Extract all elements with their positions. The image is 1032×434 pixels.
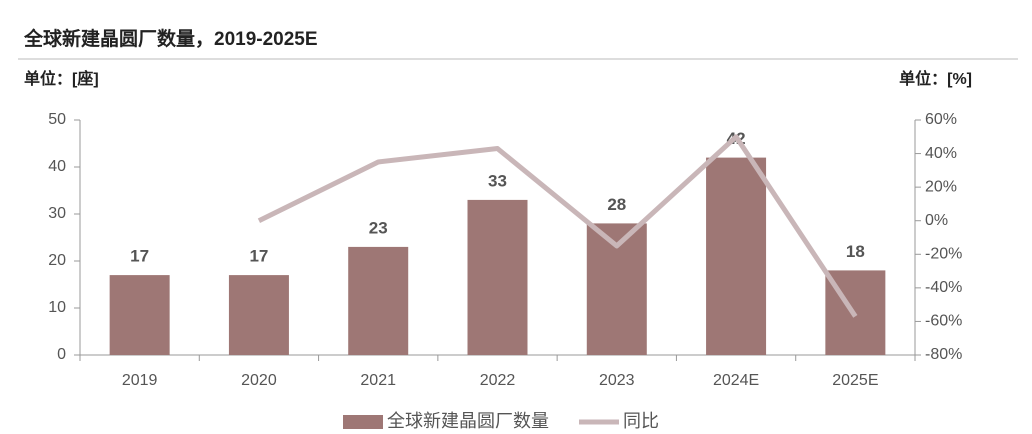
y2-tick-label: -40%: [925, 279, 962, 296]
value-label: 17: [130, 247, 149, 266]
x-tick-label: 2025E: [832, 372, 878, 389]
legend-label: 全球新建晶圆厂数量: [387, 411, 549, 431]
y-axis-label: 单位：[座]: [24, 69, 99, 88]
y2-tick-label: -20%: [925, 246, 962, 263]
y2-tick-label: 20%: [925, 178, 957, 195]
x-tick-label: 2020: [241, 372, 277, 389]
y2-axis-label: 单位：[%]: [899, 69, 972, 88]
legend-label: 同比: [623, 411, 659, 431]
y2-tick-label: -60%: [925, 313, 962, 330]
x-tick-label: 2019: [122, 372, 158, 389]
y-tick-label: 50: [48, 111, 66, 128]
y-tick-label: 40: [48, 158, 66, 175]
y2-tick-label: 0%: [925, 212, 948, 229]
y-tick-label: 0: [57, 346, 66, 363]
y2-tick-label: 60%: [925, 111, 957, 128]
line: [257, 134, 858, 318]
value-label: 17: [249, 247, 268, 266]
bar: [706, 157, 767, 355]
y-tick-label: 20: [48, 252, 66, 269]
x-tick-label: 2022: [480, 372, 516, 389]
value-label: 33: [488, 171, 507, 190]
chart-title: 全球新建晶圆厂数量，2019-2025E: [23, 27, 318, 50]
y-tick-label: 10: [48, 299, 66, 316]
value-label: 23: [369, 218, 388, 237]
x-tick-label: 2023: [599, 372, 635, 389]
x-tick-label: 2024E: [713, 372, 759, 389]
bar: [109, 275, 170, 355]
y-tick-label: 30: [48, 205, 66, 222]
bar: [467, 199, 528, 355]
value-label: 18: [846, 242, 865, 261]
bar: [228, 275, 289, 355]
bar: [348, 246, 409, 355]
legend-swatch: [343, 415, 383, 429]
y2-tick-label: -80%: [925, 346, 962, 363]
x-tick-label: 2021: [360, 372, 396, 389]
value-label: 28: [607, 195, 626, 214]
y2-tick-label: 40%: [925, 145, 957, 162]
